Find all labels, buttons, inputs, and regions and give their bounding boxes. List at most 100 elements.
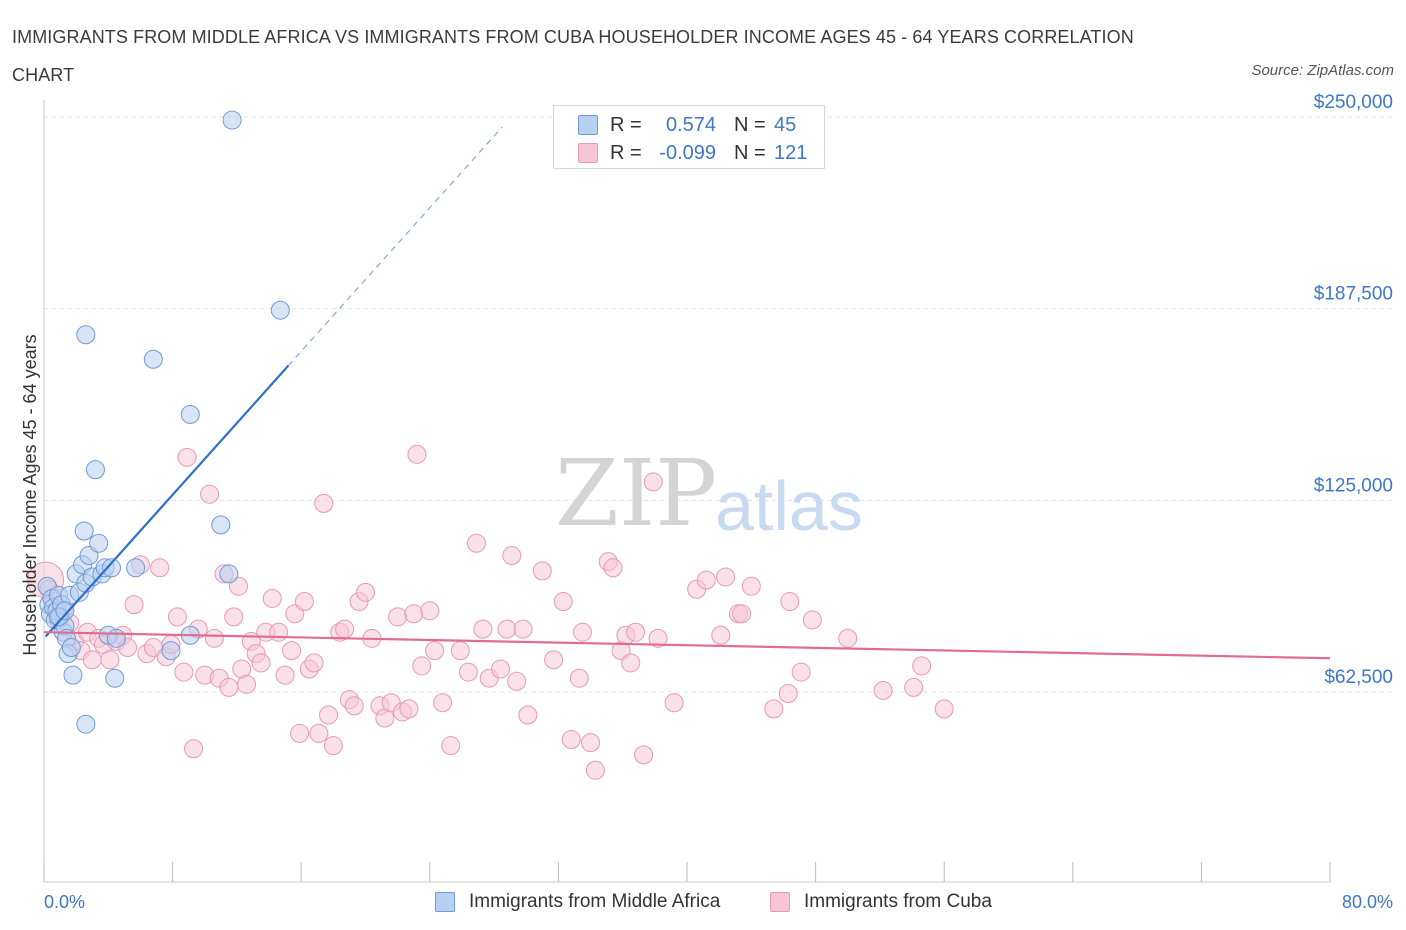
legend-swatch-cuba [578,143,598,163]
x-tick-label: 80.0% [1342,892,1393,912]
cuba-point [174,662,194,682]
y-tick-labels: $62,500 $125,000 $187,500 $250,000 [1314,92,1393,688]
cuba-point [441,736,461,756]
cuba-point [518,705,538,725]
legend-r-label: R = [610,142,642,164]
cuba-point [544,650,564,670]
stats-legend: R = 0.574 N = 45 R = -0.099 N = 121 [553,105,825,169]
cuba-point [764,699,784,719]
cuba-point [626,622,646,642]
cuba-point [412,656,432,676]
cuba-point [634,745,654,765]
trend-lines [43,126,1331,660]
cuba-point [648,628,668,648]
middle-africa-point [76,325,96,345]
cuba-point [335,619,355,639]
cuba-point [621,653,641,673]
cuba-point [82,650,102,670]
watermark-zip: ZIP [555,440,717,547]
cuba-point [124,595,144,615]
cuba-point [934,699,954,719]
cuba-point [269,622,289,642]
bottom-legend-swatch-cuba [770,892,790,912]
cuba-point [507,671,527,691]
cuba-point [323,736,343,756]
series-cuba-points [27,444,954,780]
cuba-point [780,592,800,612]
cuba-point [491,659,511,679]
cuba-point [497,619,517,639]
legend-n-value: 45 [774,114,797,136]
cuba-point [716,567,736,587]
middle-africa-point [211,515,231,535]
cuba-point [407,444,427,464]
cuba-point [251,653,271,673]
middle-africa-point [105,668,125,688]
middle-africa-point [102,558,122,578]
x-tick-label: 0.0% [44,892,85,912]
cuba-point [275,665,295,685]
cuba-point [561,730,581,750]
legend-r-label: R = [610,114,642,136]
y-tick-label: $125,000 [1314,475,1393,496]
middle-africa-point [55,601,75,621]
cuba-point [473,619,493,639]
cuba-point [532,561,552,581]
middle-africa-point [76,714,96,734]
cuba-point [290,723,310,743]
cuba-point [466,533,486,553]
cuba-point [502,546,522,566]
cuba-point [177,447,197,467]
x-tick-labels: 0.0% 80.0% [44,892,1393,912]
cuba-point [450,641,470,661]
y-tick-label: $62,500 [1324,667,1393,688]
legend-n-value: 121 [774,142,808,164]
y-tick-label: $250,000 [1314,92,1393,113]
grid-lines [44,116,1392,693]
cuba-point [711,625,731,645]
cuba-point [458,662,478,682]
middle-africa-point [143,349,163,369]
middle-africa-point [63,665,83,685]
cuba-point [224,607,244,627]
cuba-point [219,677,239,697]
cuba-point [319,705,339,725]
cuba-point [314,493,334,513]
middle-africa-point [270,300,290,320]
cuba-point [912,656,932,676]
legend-n-label: N = [734,114,766,136]
middle-africa-point [161,641,181,661]
cuba-point [513,619,533,639]
middle-africa-trend-line [44,364,290,638]
cuba-point [603,558,623,578]
middle-africa-point [219,564,239,584]
middle-africa-point [89,533,109,553]
cuba-point [420,601,440,621]
cuba-point [344,696,364,716]
cuba-point [573,622,593,642]
cuba-point [873,680,893,700]
middle-africa-point [106,628,126,648]
cuba-point [304,653,324,673]
middle-africa-point [85,460,105,480]
cuba-point [356,582,375,602]
cuba-point [581,733,601,753]
cuba-point [791,662,811,682]
cuba-trend-line [43,631,1331,660]
y-axis-label: Householder Income Ages 45 - 64 years [20,334,40,655]
legend-r-value: 0.574 [665,114,716,136]
middle-africa-trend-extension [287,126,503,367]
cuba-point [778,684,798,704]
cuba-point [904,677,924,697]
cuba-point [664,693,684,713]
legend-n-label: N = [734,142,766,164]
watermark: ZIP atlas [555,440,863,547]
bottom-legend-label-cuba: Immigrants from Cuba [804,891,992,912]
cuba-point [204,628,224,648]
cuba-point [404,604,424,624]
cuba-point [838,628,858,648]
middle-africa-point [222,110,242,130]
chart-title: IMMIGRANTS FROM MIDDLE AFRICA VS IMMIGRA… [12,27,1134,85]
cuba-point [569,668,589,688]
